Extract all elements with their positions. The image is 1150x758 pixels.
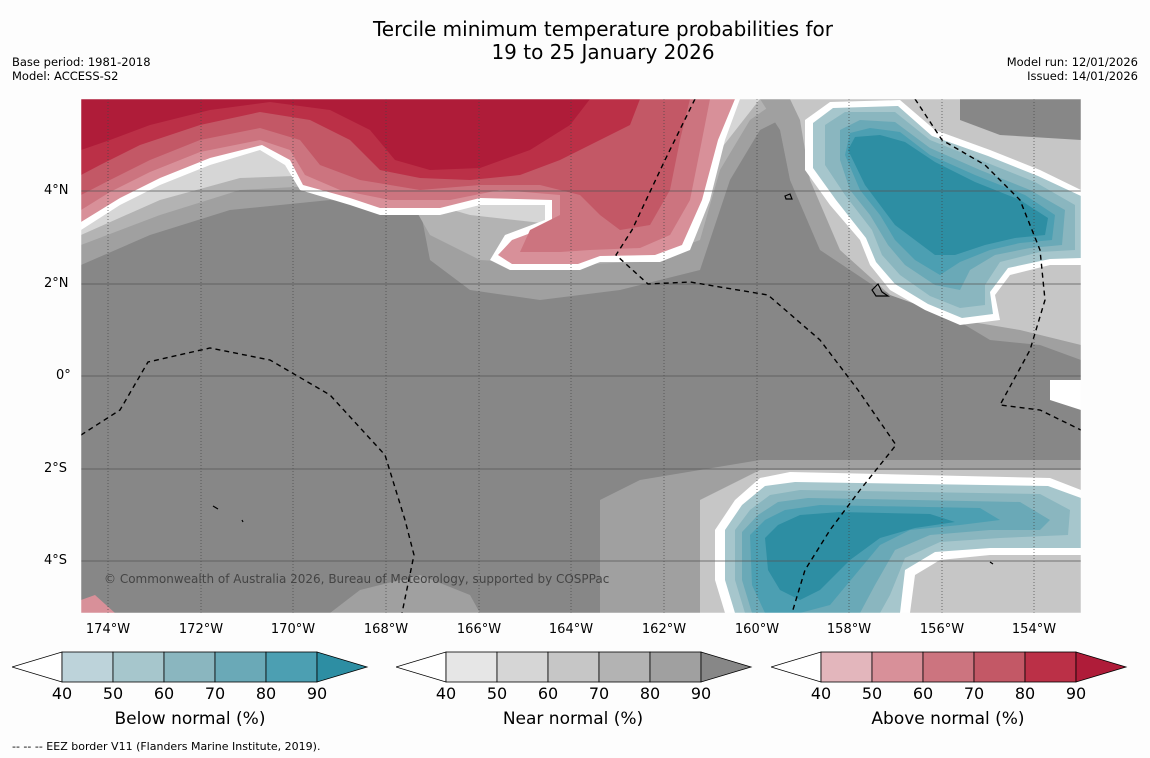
lon-label: 168°W	[363, 622, 409, 637]
colorbar-segment	[598, 651, 651, 683]
meta-right: Model run: 12/01/2026 Issued: 14/01/2026	[1007, 55, 1138, 83]
lon-label: 166°W	[456, 622, 502, 637]
colorbar-extend-high	[700, 651, 753, 683]
lon-label: 162°W	[641, 622, 687, 637]
tick-label: 40	[435, 684, 457, 703]
tick-label: 70	[963, 684, 985, 703]
colorbar-extend-low	[12, 651, 63, 683]
title-line-2: 19 to 25 January 2026	[491, 40, 715, 64]
tick-label: 80	[1014, 684, 1036, 703]
colorbar-segment	[1024, 651, 1077, 683]
colorbar-extend-high	[1075, 651, 1128, 683]
tick-label: 40	[810, 684, 832, 703]
tick-label: 50	[486, 684, 508, 703]
lat-label: 4°N	[44, 183, 69, 198]
lon-label: 156°W	[919, 622, 965, 637]
colorbar-segment	[112, 651, 165, 683]
islands	[212, 193, 994, 565]
colorbar-label-below: Below normal (%)	[114, 709, 266, 729]
colorbar-segment	[820, 651, 873, 683]
colorbar-segment	[871, 651, 924, 683]
colorbar-label-near: Near normal (%)	[502, 709, 644, 729]
tick-label: 50	[861, 684, 883, 703]
colorbar-segment	[547, 651, 600, 683]
tick-label: 40	[51, 684, 73, 703]
lon-label: 164°W	[548, 622, 594, 637]
eez-borders	[81, 99, 1081, 613]
lon-label: 154°W	[1011, 622, 1057, 637]
lat-label: 2°S	[44, 461, 68, 476]
tick-label: 70	[204, 684, 226, 703]
base-period: Base period: 1981-2018	[12, 55, 151, 69]
colorbar-label-above: Above normal (%)	[871, 709, 1025, 729]
lon-label: 174°W	[85, 622, 131, 637]
tick-label: 60	[153, 684, 175, 703]
model-run: Model run: 12/01/2026	[1006, 55, 1138, 69]
colorbar-segment	[649, 651, 702, 683]
above-normal-90	[81, 99, 590, 170]
lon-label: 170°W	[270, 622, 316, 637]
colorbar-extend-low	[396, 651, 447, 683]
tick-label: 50	[102, 684, 124, 703]
lon-label: 160°W	[734, 622, 780, 637]
lat-label: 2°N	[44, 276, 69, 291]
colorbar-segment	[922, 651, 975, 683]
model-name: Model: ACCESS-S2	[12, 69, 119, 83]
colorbar-extend-low	[771, 651, 822, 683]
colorbar-segment	[265, 651, 318, 683]
title-line-1: Tercile minimum temperature probabilitie…	[372, 17, 834, 41]
tick-label: 80	[639, 684, 661, 703]
tick-label: 90	[1065, 684, 1087, 703]
meta-left: Base period: 1981-2018 Model: ACCESS-S2	[12, 55, 151, 83]
below-normal-90-north	[848, 135, 1048, 255]
colorbar-extend-high	[316, 651, 369, 683]
colorbar-segment	[973, 651, 1026, 683]
eez-legend-footer: -- -- -- EEZ border V11 (Flanders Marine…	[12, 740, 321, 753]
colorbar-segment	[445, 651, 498, 683]
lon-label: 172°W	[178, 622, 224, 637]
colorbar-near-normal	[396, 650, 753, 684]
below-normal-90-south	[765, 512, 955, 600]
tick-label: 60	[537, 684, 559, 703]
tick-label: 90	[306, 684, 328, 703]
lon-label: 158°W	[826, 622, 872, 637]
colorbar-below-normal	[12, 650, 369, 684]
tick-label: 70	[588, 684, 610, 703]
colorbar-segment	[61, 651, 114, 683]
tick-label: 80	[255, 684, 277, 703]
lat-label: 0°	[56, 368, 71, 383]
colorbar-segment	[163, 651, 216, 683]
tick-label: 90	[690, 684, 712, 703]
issued-date: Issued: 14/01/2026	[1027, 69, 1138, 83]
copyright-notice: © Commonwealth of Australia 2026, Bureau…	[104, 572, 610, 586]
map-title: Tercile minimum temperature probabilitie…	[0, 18, 1150, 64]
colorbar-segment	[214, 651, 267, 683]
tick-label: 60	[912, 684, 934, 703]
lat-label: 4°S	[44, 553, 68, 568]
colorbar-above-normal	[771, 650, 1128, 684]
colorbar-segment	[496, 651, 549, 683]
